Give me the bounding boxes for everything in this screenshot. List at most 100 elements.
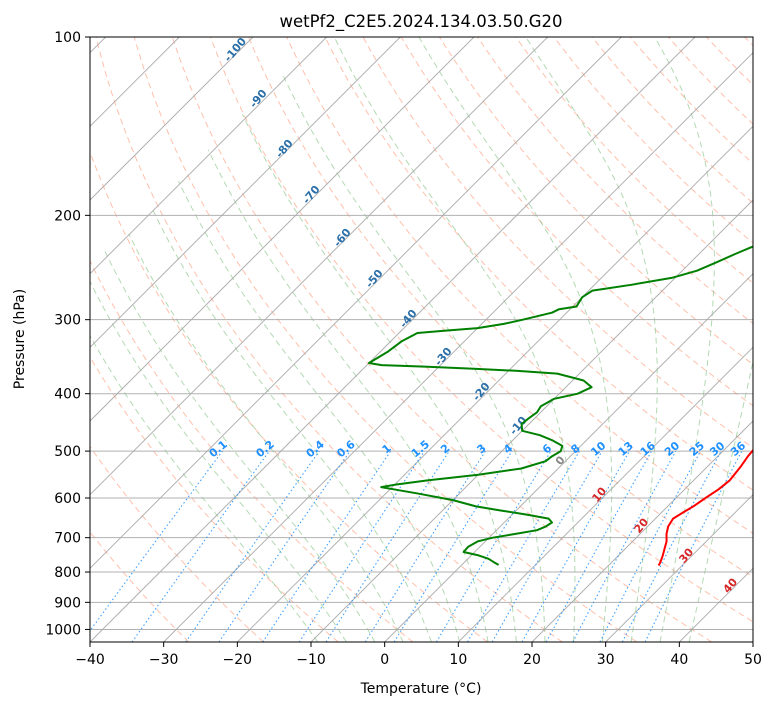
- mixing-ratio-label: 0.6: [334, 438, 358, 461]
- dry-adiabat: [515, 37, 753, 284]
- moist-adiabat: [525, 37, 658, 642]
- y-tick-label: 400: [54, 387, 81, 403]
- mixing-ratio-line: [545, 450, 653, 642]
- x-tick-label: 30: [597, 652, 615, 668]
- moist-adiabat: [654, 37, 715, 642]
- y-tick-label: 500: [54, 444, 81, 460]
- mixing-ratio-line: [262, 450, 392, 642]
- dry-adiabat-label: 20: [631, 515, 651, 535]
- dry-adiabat-label: -80: [273, 137, 296, 161]
- isotherm: [90, 37, 475, 422]
- y-tick-label: 800: [54, 565, 81, 581]
- mixing-ratio-label: 10: [588, 439, 608, 459]
- mixing-ratio-label: 0.2: [253, 438, 276, 460]
- dry-adiabat: [324, 37, 753, 491]
- mixing-ratio-line: [572, 450, 677, 642]
- dry-adiabat: [90, 445, 264, 642]
- moist-adiabat: [207, 149, 489, 642]
- mixing-ratio-line: [521, 450, 630, 642]
- dry-adiabat-label: -10: [507, 414, 530, 438]
- y-tick-label: 600: [54, 491, 81, 507]
- y-tick-label: 900: [54, 595, 81, 611]
- x-axis-title: Temperature (°C): [360, 681, 482, 697]
- dry-adiabat-label: -70: [300, 183, 323, 207]
- dewpoint-line: [368, 245, 753, 566]
- y-tick-label: 100: [54, 30, 81, 46]
- dry-adiabat-label: -100: [221, 35, 249, 65]
- dry-adiabat-label: -40: [397, 307, 420, 331]
- dry-adiabat: [286, 37, 753, 534]
- chart-title: wetPf2_C2E5.2024.134.03.50.G20: [279, 12, 562, 32]
- mixing-ratio-label: 8: [569, 442, 583, 457]
- dry-adiabat: [90, 150, 488, 642]
- moist-adiabat: [418, 37, 613, 642]
- temperature-line: [657, 448, 753, 566]
- x-tick-label: −30: [149, 652, 179, 668]
- y-tick-label: 1000: [45, 622, 81, 638]
- mixing-ratio-label: 6: [540, 441, 554, 456]
- axes: −40 −30 −20 −10 0 10 20 30 40 5010020030040050060…: [45, 30, 762, 668]
- mixing-ratio-label: 13: [616, 439, 636, 459]
- mixing-ratio-label: 0.4: [304, 438, 328, 461]
- isotherm: [90, 37, 549, 496]
- x-tick-label: 40: [670, 652, 688, 668]
- mixing-ratio-label: 20: [662, 439, 682, 459]
- mixing-ratio-label: 30: [707, 439, 727, 459]
- dry-adiabat: [90, 531, 190, 642]
- isotherm: [90, 37, 622, 570]
- x-tick-label: 0: [380, 652, 389, 668]
- isotherm: [236, 125, 753, 642]
- moist-adiabat: [177, 180, 461, 642]
- dry-adiabat-label: 10: [589, 484, 609, 504]
- dry-adiabat-label: -50: [363, 267, 386, 291]
- mixing-ratio-line: [218, 450, 351, 642]
- mixing-ratio-line: [435, 450, 552, 642]
- isotherm: [752, 641, 753, 642]
- dry-adiabat-label: -20: [470, 380, 493, 404]
- mixing-ratio-label: 25: [687, 439, 707, 459]
- isotherm: [90, 37, 254, 201]
- isotherm: [678, 567, 753, 642]
- dry-adiabat-label: 30: [676, 545, 696, 565]
- x-tick-label: −10: [296, 652, 326, 668]
- isotherm: [605, 493, 753, 642]
- dry-adiabat-label: -60: [331, 226, 354, 250]
- mixing-ratio-label: 2: [438, 442, 452, 457]
- dry-adiabat: [90, 259, 414, 642]
- profile-lines: [368, 245, 753, 566]
- dry-adiabat: [248, 37, 753, 578]
- isotherm: [90, 37, 696, 642]
- dry-adiabat: [706, 37, 753, 86]
- isotherm: [90, 37, 328, 275]
- x-tick-label: −20: [223, 652, 253, 668]
- moist-adiabat: [90, 280, 347, 642]
- isotherm: [457, 346, 753, 642]
- dry-adiabat-label: -90: [247, 87, 270, 111]
- x-tick-label: −40: [75, 652, 105, 668]
- mixing-ratio-line: [325, 450, 450, 642]
- y-tick-label: 200: [54, 208, 81, 224]
- dry-adiabat: [210, 37, 753, 623]
- y-tick-label: 300: [54, 313, 81, 329]
- moist-adiabat: [688, 358, 753, 642]
- dry-adiabat: [744, 37, 753, 47]
- plot-frame: [89, 36, 754, 643]
- isotherm: [531, 420, 753, 642]
- mixing-ratio-line: [644, 450, 743, 642]
- moist-adiabat: [281, 72, 546, 642]
- isotherm: [384, 272, 753, 642]
- moist-adiabat: [333, 37, 576, 642]
- mixing-ratio-label: 3: [474, 442, 488, 457]
- mixing-ratio-line: [131, 450, 270, 642]
- mixing-ratio-line: [90, 450, 223, 632]
- x-tick-label: 50: [744, 652, 762, 668]
- dry-adiabat-label: 40: [720, 575, 740, 595]
- mixing-ratio-line: [185, 450, 320, 642]
- x-tick-label: 20: [523, 652, 541, 668]
- mixing-ratio-label: 1.5: [409, 438, 432, 460]
- dry-adiabat: [133, 37, 638, 642]
- dry-adiabat: [95, 37, 563, 642]
- moist-adiabat: [151, 208, 432, 642]
- isotherm: [90, 37, 401, 349]
